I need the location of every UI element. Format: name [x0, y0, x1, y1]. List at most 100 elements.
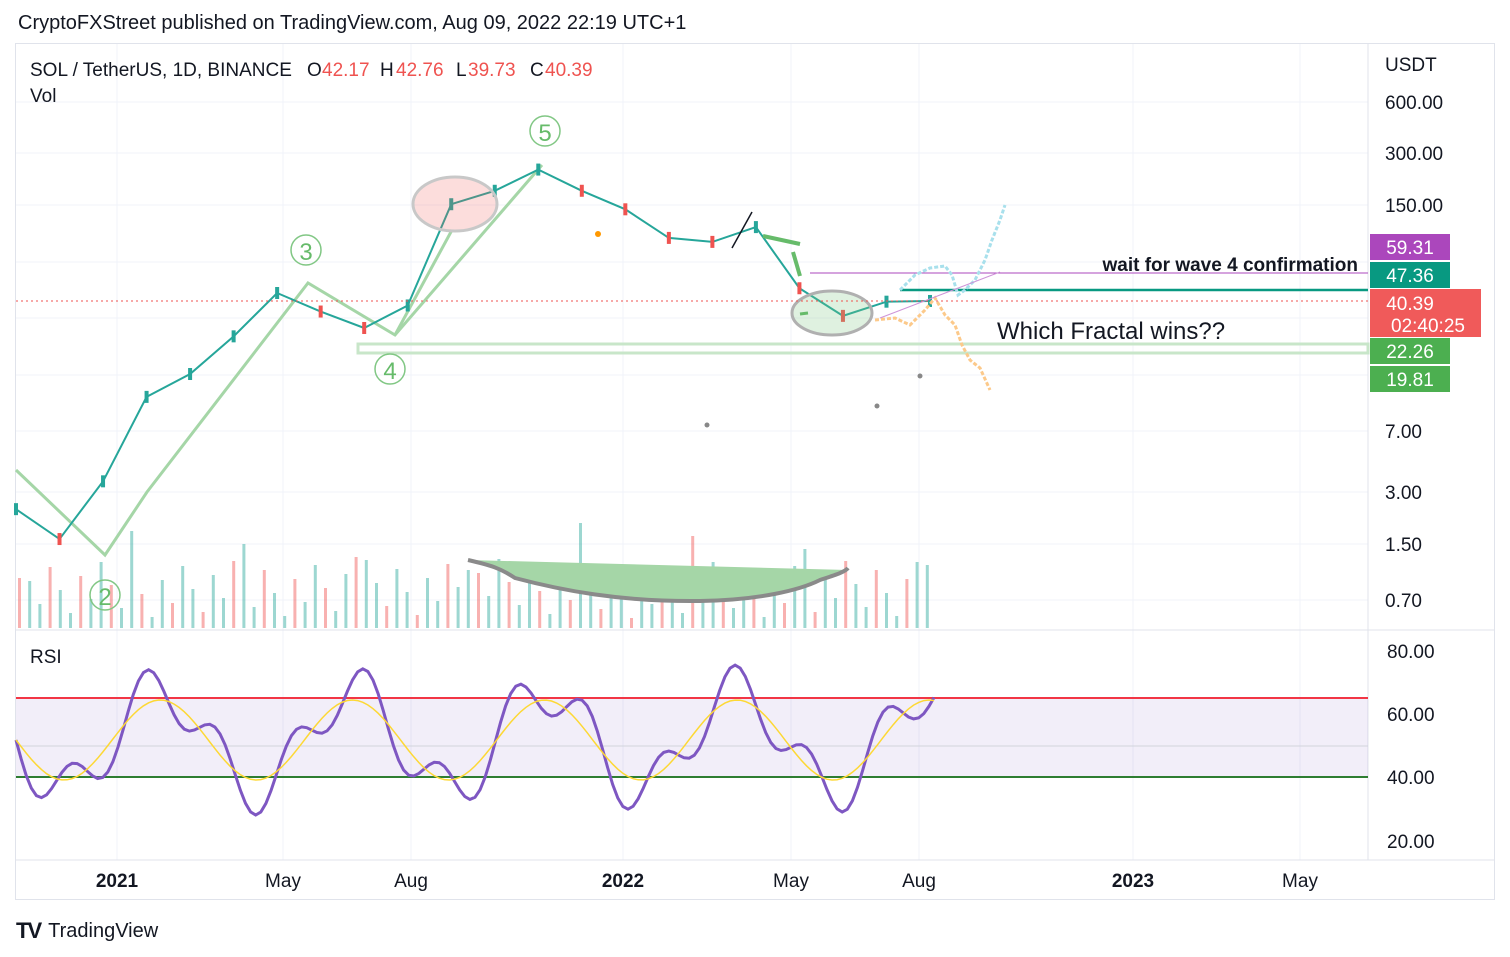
volume-bar [160, 580, 164, 628]
svg-text:02:40:25: 02:40:25 [1391, 316, 1465, 337]
volume-bar [303, 602, 307, 628]
candle [318, 305, 323, 318]
volume-bar [589, 586, 593, 628]
volume-bar [293, 579, 297, 628]
volume-bar [89, 599, 93, 628]
volume-bar [395, 569, 399, 628]
volume-bar [487, 596, 491, 628]
volume-bar [609, 572, 613, 628]
candle [536, 163, 541, 176]
price-tick: 150.00 [1385, 196, 1443, 217]
volume-bar [385, 606, 389, 628]
svg-text:3: 3 [299, 239, 312, 266]
wave-label-4: 4 [374, 353, 406, 385]
volume-bar [864, 607, 868, 628]
price-tick: 3.00 [1385, 483, 1422, 504]
volume-bar [171, 603, 174, 628]
volume-bar [477, 573, 480, 628]
svg-text:42.17: 42.17 [322, 60, 370, 81]
volume-bar [252, 607, 256, 628]
volume-bar [109, 585, 113, 628]
rsi-tick: 20.00 [1387, 832, 1435, 853]
volume-bar [466, 570, 470, 628]
volume-bar [650, 604, 654, 628]
candle [666, 231, 671, 244]
candle [275, 287, 280, 300]
volume-bar [905, 579, 909, 628]
volume-bar [415, 615, 419, 628]
volume-bar [28, 581, 32, 628]
volume-bar [834, 598, 837, 628]
volume-bar [222, 598, 225, 628]
volume-bar [354, 557, 358, 628]
volume-bar [426, 578, 429, 628]
candle [405, 299, 410, 312]
svg-text:42.76: 42.76 [396, 60, 444, 81]
volume-bar [599, 609, 603, 628]
volume-bar [813, 612, 817, 628]
volume-bar [497, 559, 501, 628]
svg-text:59.31: 59.31 [1386, 238, 1434, 259]
volume-bar [885, 593, 888, 628]
rsi-band [16, 698, 1368, 777]
volume-bar [273, 593, 276, 628]
time-tick: 2021 [96, 871, 139, 892]
candle [449, 198, 454, 211]
volume-bar [201, 612, 205, 628]
volume-bar [721, 585, 725, 628]
elliott-wave-line [14, 164, 544, 558]
legend-symbol: SOL / TetherUS, 1D, BINANCE [30, 60, 292, 81]
wave-label-5: 5 [529, 115, 561, 147]
volume-bar [232, 561, 236, 628]
candle [57, 533, 62, 546]
time-tick: Aug [902, 871, 936, 892]
volume-bar [548, 614, 552, 628]
volume-bar [79, 576, 83, 628]
candle [492, 184, 497, 197]
rsi-ma-line [15, 699, 935, 781]
time-tick: May [1282, 871, 1318, 892]
fractal-annotation: Which Fractal wins?? [997, 318, 1225, 345]
time-tick: May [773, 871, 809, 892]
svg-text:22.26: 22.26 [1386, 342, 1434, 363]
volume-bar [140, 594, 144, 628]
price-tick: 600.00 [1385, 93, 1443, 114]
tag-47-36: 47.36 [1370, 262, 1450, 288]
candle [231, 330, 236, 343]
wave-label-3: 3 [290, 234, 322, 266]
volume-bar [793, 566, 797, 628]
volume-bar [783, 603, 786, 628]
rsi-tick: 60.00 [1387, 705, 1435, 726]
volume-bar [38, 604, 42, 628]
rsi-line [14, 663, 936, 817]
footer: TV TradingView [16, 918, 158, 944]
tag-22-26: 22.26 [1370, 338, 1450, 364]
volume-bar [69, 613, 72, 628]
volume-bar [262, 570, 266, 628]
price-tick: 1.50 [1385, 535, 1422, 556]
volume-bar [150, 617, 154, 628]
volume-bar [895, 616, 899, 628]
tag-40-39: 40.39 02:40:25 [1370, 289, 1481, 337]
wave-label-2: 2 [89, 579, 121, 611]
svg-text:40.39: 40.39 [545, 60, 593, 81]
volume-bar [242, 544, 246, 628]
tag-59-31: 59.31 [1370, 234, 1450, 260]
rsi-label: RSI [30, 647, 62, 668]
volume-bar [640, 581, 644, 628]
svg-text:H: H [380, 60, 394, 81]
volume-bar [283, 616, 287, 628]
svg-text:47.36: 47.36 [1386, 266, 1434, 287]
candle [797, 282, 802, 295]
candle [623, 203, 628, 216]
volume-bar [181, 566, 185, 628]
volume-bar [18, 578, 21, 628]
candle [14, 503, 18, 516]
volume-bar [211, 575, 215, 628]
volume-bar [436, 601, 440, 628]
volume-bar [568, 600, 572, 628]
volume-bar [120, 608, 123, 628]
svg-text:L: L [456, 60, 467, 81]
volume-bar [752, 594, 756, 628]
